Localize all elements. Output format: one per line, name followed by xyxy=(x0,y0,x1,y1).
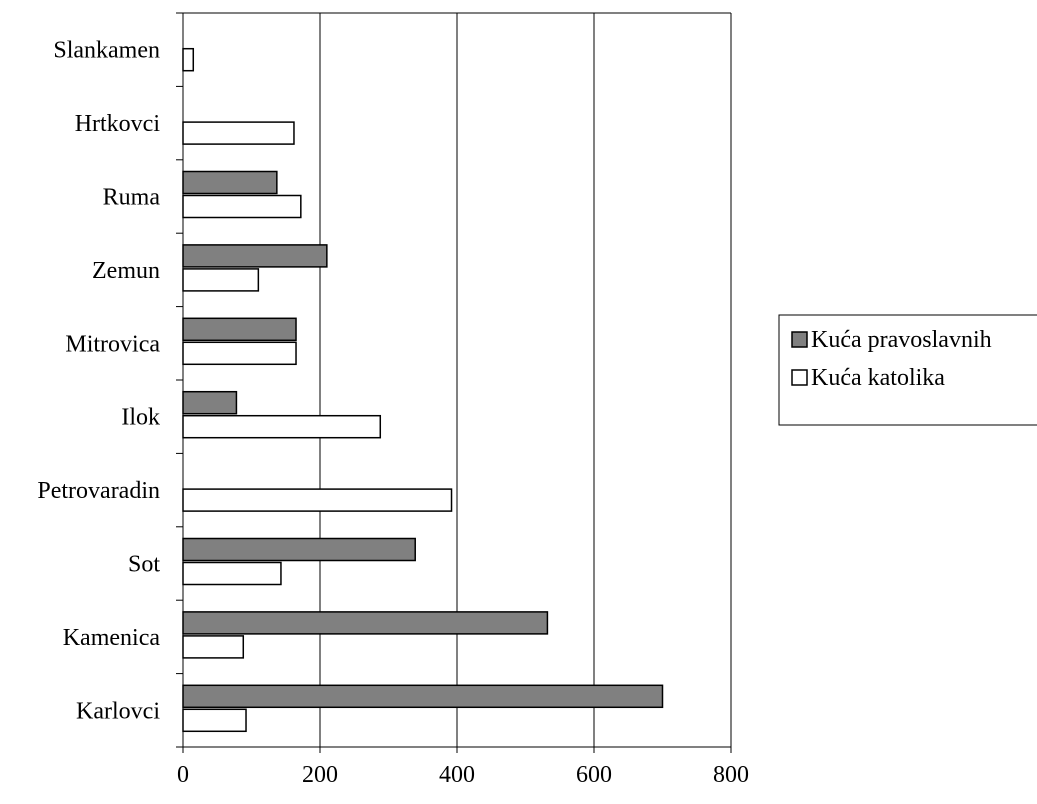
bar-katolika-ruma xyxy=(182,194,302,219)
x-tick-label: 600 xyxy=(576,762,612,788)
bar-katolika-ilok xyxy=(182,414,382,439)
bar-katolika-petrovaradin xyxy=(182,488,453,512)
category-label: Kamenica xyxy=(63,625,161,651)
legend-label: Kuća pravoslavnih xyxy=(811,327,992,353)
category-label: Karlovci xyxy=(76,698,160,724)
bar-katolika-hrtkovci xyxy=(182,121,295,145)
bar-pravoslavnih-karlovci xyxy=(182,684,664,709)
bar-katolika-zemun xyxy=(182,268,260,292)
bar-katolika-slankamen xyxy=(182,47,195,72)
bar-pravoslavnih-zemun xyxy=(182,244,328,268)
x-tick-label: 800 xyxy=(713,762,749,788)
x-tick-label: 200 xyxy=(302,762,338,788)
x-tick-label: 0 xyxy=(177,762,189,788)
bar-pravoslavnih-sot xyxy=(182,537,416,562)
x-tick-labels: 0 200 400 600 800 xyxy=(177,762,749,788)
bar-pravoslavnih-kamenica xyxy=(182,611,549,635)
bars xyxy=(182,47,664,733)
axes xyxy=(176,12,732,753)
legend: Kuća pravoslavnih Kuća katolika xyxy=(778,314,1037,426)
legend-swatch xyxy=(791,369,808,386)
legend-swatch xyxy=(791,331,808,348)
legend-label: Kuća katolika xyxy=(811,365,945,391)
category-label: Ilok xyxy=(121,405,160,431)
category-label: Sot xyxy=(128,552,160,578)
bar-katolika-karlovci xyxy=(182,708,247,733)
bar-katolika-sot xyxy=(182,561,282,586)
bar-katolika-kamenica xyxy=(182,635,245,659)
category-label: Mitrovica xyxy=(65,331,160,357)
bar-pravoslavnih-ruma xyxy=(182,170,278,195)
category-label: Zemun xyxy=(92,258,160,284)
category-labels: Karlovci Kamenica Sot Petrovaradin Ilok Mitro… xyxy=(37,38,160,725)
bar-pravoslavnih-ilok xyxy=(182,390,238,415)
category-label: Petrovaradin xyxy=(37,478,160,504)
category-label: Hrtkovci xyxy=(75,111,161,137)
category-label: Slankamen xyxy=(53,38,160,64)
x-tick-label: 400 xyxy=(439,762,475,788)
bar-pravoslavnih-mitrovica xyxy=(182,317,297,342)
bar-katolika-mitrovica xyxy=(182,341,297,366)
category-label: Ruma xyxy=(103,185,161,211)
legend-box xyxy=(778,314,1037,426)
